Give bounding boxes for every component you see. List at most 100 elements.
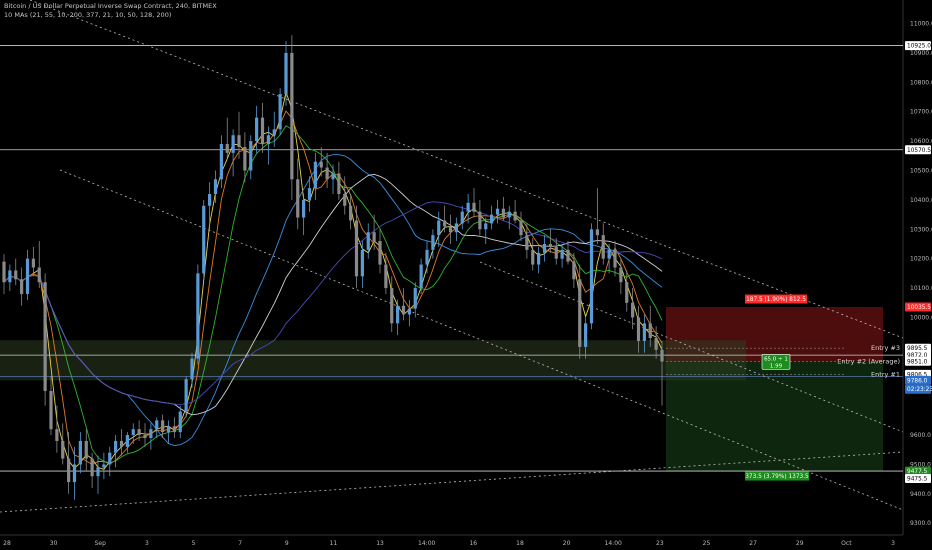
candle-body <box>378 241 382 265</box>
candle-body <box>313 161 317 189</box>
candle-body <box>260 117 265 145</box>
candle-body <box>396 305 400 324</box>
candle-body <box>654 338 658 350</box>
candle-body <box>72 464 77 483</box>
price-tag <box>905 384 931 394</box>
y-tick-label: 10600.0 <box>910 138 932 145</box>
candle-body <box>278 94 282 130</box>
y-tick-label: 10400.0 <box>910 197 932 204</box>
candle-body <box>8 270 12 283</box>
y-tick-label: 10800.0 <box>910 79 932 86</box>
price-tag <box>905 145 931 155</box>
candle-body <box>249 141 253 171</box>
candle-body <box>495 208 500 215</box>
x-tick-label: 3 <box>891 540 895 547</box>
candle-body <box>208 194 212 206</box>
trendline <box>59 169 904 511</box>
candle-body <box>161 420 165 433</box>
candle-body <box>14 270 18 280</box>
candle-body <box>213 179 218 195</box>
y-tick-label: 10200.0 <box>910 256 932 263</box>
price-axis <box>903 0 932 550</box>
candle-body <box>419 264 423 289</box>
candle-body <box>155 420 159 430</box>
trendline <box>0 451 904 513</box>
candle-body <box>425 249 429 265</box>
x-tick-label: 14:00 <box>605 540 622 547</box>
candle-body <box>401 305 406 315</box>
price-tag <box>905 41 931 51</box>
ratio-value: 1.99 <box>770 363 783 369</box>
candle-body <box>519 220 523 236</box>
candle-body <box>149 429 153 438</box>
candle-body <box>531 249 535 265</box>
x-tick-label: 7 <box>238 540 242 547</box>
candle-body <box>343 194 347 206</box>
x-tick-label: 16 <box>469 540 477 547</box>
candle-body <box>31 258 35 268</box>
candle-body <box>525 235 529 250</box>
y-tick-label: 10900.0 <box>910 50 932 57</box>
candle-body <box>513 211 517 221</box>
y-tick-label: 9400.0 <box>910 491 931 498</box>
y-tick-label: 9600.0 <box>910 432 931 439</box>
candle-body <box>431 235 435 250</box>
candle-body <box>366 232 370 250</box>
candle-body <box>625 282 629 303</box>
stop-label: 187.5 (1.90%) 812.5 <box>746 297 806 303</box>
candle-body <box>90 458 94 477</box>
candle-body <box>102 464 106 468</box>
entry-label: Entry #3 <box>871 344 900 352</box>
candle-body <box>454 223 458 233</box>
candle-body <box>607 249 611 259</box>
candle-body <box>2 261 6 283</box>
price-tag <box>905 466 931 476</box>
candle-body <box>572 261 576 280</box>
candle-body <box>55 429 59 441</box>
price-tag-label: 9851.0 <box>907 359 928 365</box>
candle-body <box>302 199 306 218</box>
candle-body <box>272 129 276 136</box>
candle-body <box>466 202 470 212</box>
price-tag-label: 9786.0 <box>907 378 928 384</box>
candle-body <box>78 440 82 465</box>
candle-body <box>537 252 541 265</box>
y-tick-label: 10300.0 <box>910 226 932 233</box>
price-tag-label: 9895.5 <box>907 346 928 352</box>
candle-body <box>595 229 599 236</box>
candle-body <box>296 179 300 218</box>
candle-body <box>390 288 394 324</box>
candle-body <box>231 135 235 153</box>
candle-body <box>360 249 364 277</box>
candle-body <box>448 226 453 233</box>
candle-body <box>49 390 53 430</box>
entry-label: Entry #2 (Average) <box>837 357 900 365</box>
candle-body <box>125 435 129 447</box>
candle-body <box>642 323 646 341</box>
y-tick-label: 11000.0 <box>910 21 932 28</box>
candle-body <box>237 135 241 147</box>
x-tick-label: 11 <box>330 540 338 547</box>
candle-body <box>578 279 582 347</box>
moving-average-line <box>3 201 663 405</box>
x-tick-label: Sep <box>95 540 107 547</box>
candle-body <box>484 223 488 230</box>
candle-body <box>25 258 30 294</box>
candle-body <box>172 426 176 433</box>
candle-body <box>84 440 88 459</box>
candle-body <box>284 52 288 95</box>
price-tag <box>905 302 931 312</box>
price-tag <box>905 375 931 385</box>
moving-average-line <box>3 110 663 466</box>
y-tick-label: 9300.0 <box>910 520 931 527</box>
price-tag-label: 02:23:23 <box>907 387 932 393</box>
candle-body <box>548 243 552 247</box>
candle-body <box>166 426 171 433</box>
candle-body <box>196 273 200 359</box>
candle-body <box>413 288 417 309</box>
candle-body <box>560 249 564 259</box>
candle-body <box>119 440 124 447</box>
price-tag-label: 9806.5 <box>907 372 928 378</box>
